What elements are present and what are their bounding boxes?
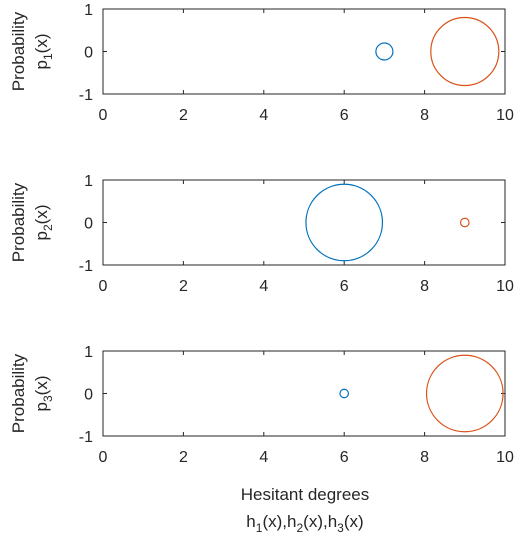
x-axis-label-var: h bbox=[287, 512, 296, 531]
x-tick-label: 4 bbox=[259, 278, 268, 295]
x-tick-label: 6 bbox=[340, 278, 349, 295]
y-axis-label-arg: (x) bbox=[32, 34, 51, 54]
x-tick-label: 0 bbox=[99, 449, 108, 466]
x-tick-label: 10 bbox=[496, 107, 514, 124]
axes-box bbox=[102, 179, 506, 266]
y-axis-label: Probability p2(x) bbox=[9, 182, 55, 262]
y-axis-label-var: p bbox=[32, 60, 51, 69]
x-axis-label: Hesitant degrees h1(x),h2(x),h3(x) bbox=[241, 485, 370, 535]
x-axis-label-var: h bbox=[246, 512, 255, 531]
x-axis-label-arg: (x) bbox=[344, 512, 364, 531]
y-axis-label-line1: Probability bbox=[9, 182, 28, 262]
y-axis-label-line2: p3(x) bbox=[32, 376, 55, 412]
y-axis-label-arg: (x) bbox=[32, 376, 51, 396]
data-point-circle-1 bbox=[305, 183, 384, 262]
x-axis-label-line2: h1(x),h2(x),h3(x) bbox=[246, 512, 363, 535]
axes-box bbox=[102, 350, 506, 437]
y-tick-label: -1 bbox=[79, 429, 93, 446]
axes-box bbox=[102, 8, 506, 95]
x-tick-label: 8 bbox=[420, 107, 429, 124]
x-tick-label: 4 bbox=[259, 449, 268, 466]
data-point-circle-2 bbox=[430, 16, 500, 87]
x-tick-label: 4 bbox=[259, 107, 268, 124]
y-tick-label: 0 bbox=[84, 45, 93, 62]
x-tick-label: 6 bbox=[340, 449, 349, 466]
x-axis-label-var: h bbox=[328, 512, 337, 531]
data-point-circle-2 bbox=[425, 354, 504, 433]
x-tick-label: 2 bbox=[179, 278, 188, 295]
y-axis-label-line2: p1(x) bbox=[32, 34, 55, 70]
y-tick-label: 0 bbox=[84, 387, 93, 404]
data-point-circle-1 bbox=[339, 388, 350, 399]
y-axis-label-var: p bbox=[32, 402, 51, 411]
y-axis-label: Probability p1(x) bbox=[9, 11, 55, 91]
x-axis-label-sub: 3 bbox=[337, 521, 344, 535]
x-axis-label-arg: (x), bbox=[262, 512, 287, 531]
y-axis-label-sub: 2 bbox=[41, 224, 55, 231]
y-tick-label: -1 bbox=[79, 258, 93, 275]
y-tick-label: 1 bbox=[84, 344, 93, 361]
x-axis-label-arg: (x), bbox=[303, 512, 328, 531]
y-axis-label: Probability p3(x) bbox=[9, 353, 55, 433]
x-axis-label-sub: 2 bbox=[296, 521, 303, 535]
data-point-circle-1 bbox=[375, 42, 394, 61]
x-tick-label: 0 bbox=[99, 278, 108, 295]
y-axis-label-line1: Probability bbox=[9, 11, 28, 91]
x-tick-label: 6 bbox=[340, 107, 349, 124]
x-tick-label: 10 bbox=[496, 449, 514, 466]
x-tick-label: 2 bbox=[179, 107, 188, 124]
x-tick-label: 0 bbox=[99, 107, 108, 124]
y-axis-label-var: p bbox=[32, 231, 51, 240]
x-axis-label-sub: 1 bbox=[256, 521, 263, 535]
x-tick-label: 8 bbox=[420, 449, 429, 466]
x-tick-label: 2 bbox=[179, 449, 188, 466]
data-point-circle-2 bbox=[459, 217, 470, 228]
y-axis-label-sub: 1 bbox=[41, 53, 55, 60]
y-axis-label-line2: p2(x) bbox=[32, 205, 55, 241]
y-axis-label-line1: Probability bbox=[9, 353, 28, 433]
x-tick-label: 10 bbox=[496, 278, 514, 295]
y-tick-label: 1 bbox=[84, 173, 93, 190]
y-tick-label: 0 bbox=[84, 216, 93, 233]
x-axis-label-line1: Hesitant degrees bbox=[241, 485, 370, 504]
y-axis-label-arg: (x) bbox=[32, 205, 51, 225]
y-axis-label-sub: 3 bbox=[41, 395, 55, 402]
x-tick-label: 8 bbox=[420, 278, 429, 295]
y-tick-label: -1 bbox=[79, 87, 93, 104]
y-tick-label: 1 bbox=[84, 2, 93, 19]
